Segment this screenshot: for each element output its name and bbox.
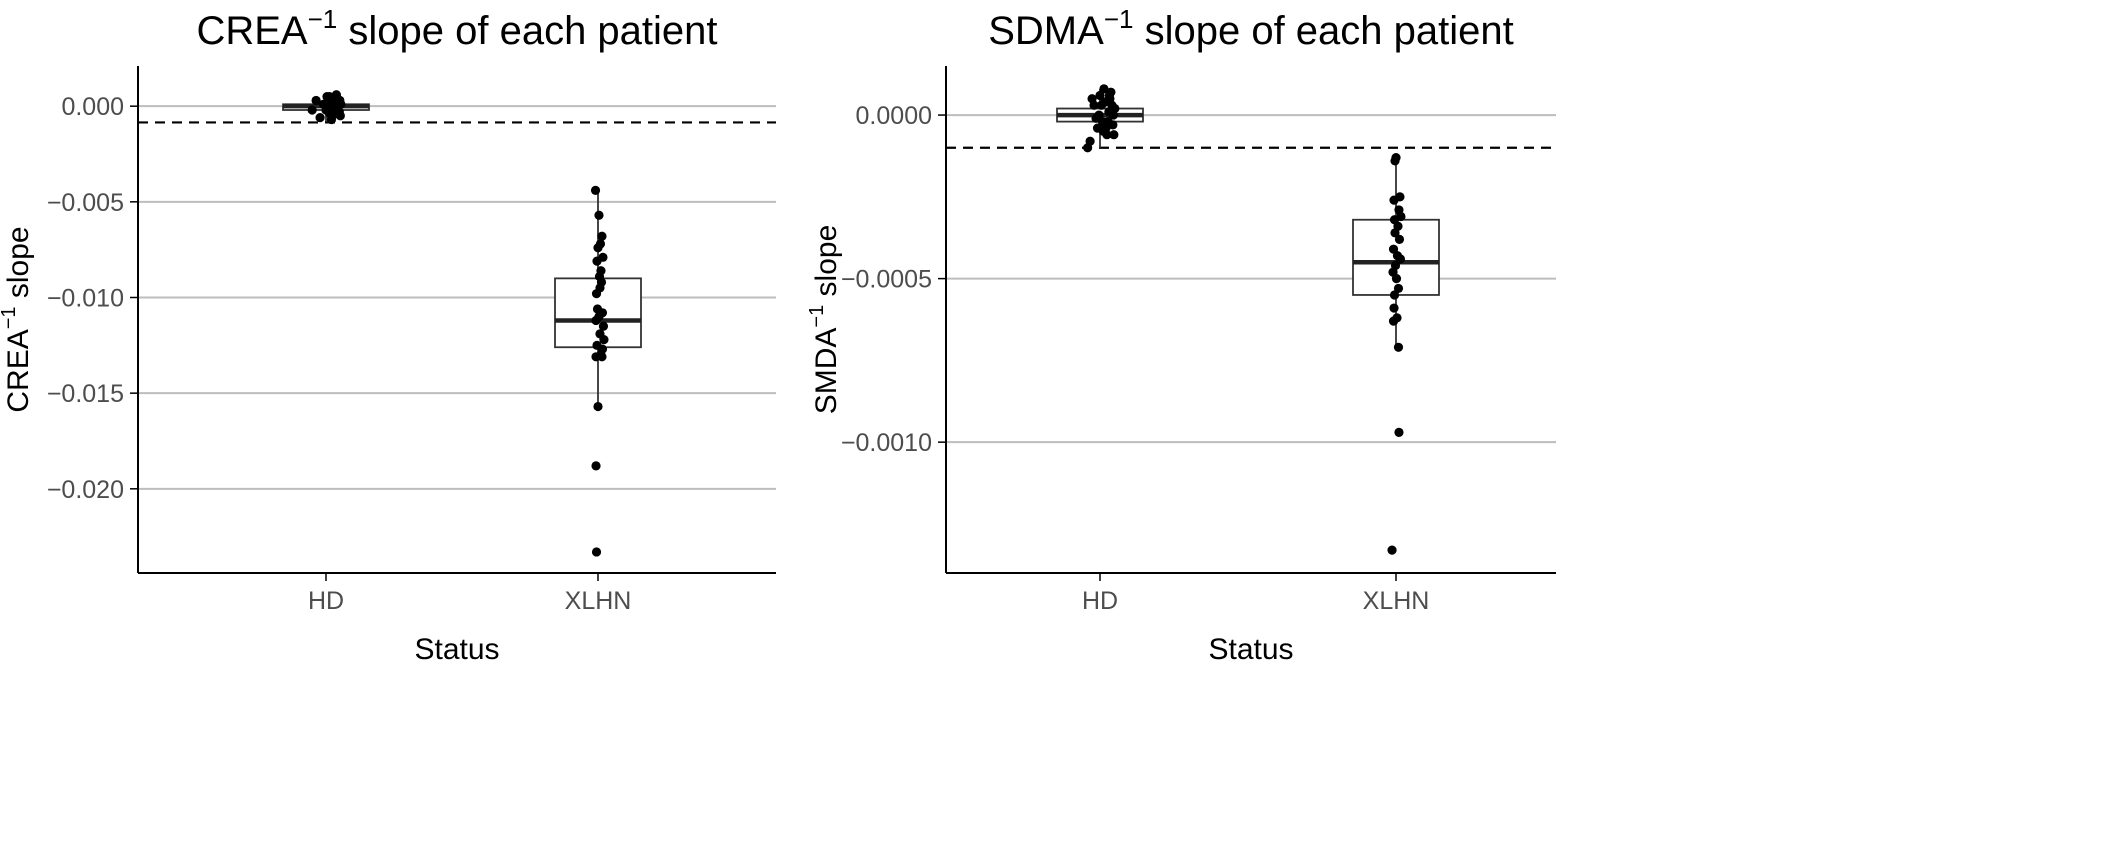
data-point bbox=[307, 105, 317, 115]
data-point bbox=[1099, 84, 1109, 94]
data-point bbox=[597, 231, 607, 241]
y-tick-label: −0.005 bbox=[47, 189, 124, 217]
data-point bbox=[591, 461, 601, 471]
y-tick-label: −0.020 bbox=[47, 476, 124, 504]
chart-panel-1: 0.000 −0.005 −0.010 −0.015 −0.020 HD XLHN CREA−… bbox=[0, 4, 776, 666]
data-point bbox=[315, 113, 325, 123]
data-point bbox=[593, 401, 603, 412]
data-point bbox=[1390, 228, 1400, 238]
x-tick-label: XLHN bbox=[1363, 587, 1430, 615]
y-tick-label: −0.0010 bbox=[841, 429, 932, 457]
data-point bbox=[1109, 130, 1119, 140]
data-point bbox=[597, 352, 607, 362]
data-point bbox=[1107, 100, 1117, 110]
data-point bbox=[311, 95, 321, 106]
data-point bbox=[599, 334, 609, 345]
data-point bbox=[1394, 427, 1404, 437]
data-point bbox=[1395, 254, 1406, 264]
data-point bbox=[335, 95, 345, 106]
data-point bbox=[591, 315, 601, 326]
y-tick-label: −0.0005 bbox=[841, 266, 932, 294]
data-point bbox=[1393, 342, 1404, 352]
data-point bbox=[1390, 156, 1400, 166]
y-tick-label: −0.015 bbox=[47, 380, 124, 408]
data-point bbox=[592, 256, 602, 266]
data-point bbox=[591, 289, 602, 299]
data-point bbox=[1104, 90, 1114, 101]
data-point bbox=[1389, 303, 1399, 313]
y-axis-title: SMDA−1 slope bbox=[806, 225, 843, 415]
chart-title: SDMA−1 slope of each patient bbox=[988, 4, 1514, 53]
data-point bbox=[1388, 316, 1399, 326]
chart-title: CREA−1 slope of each patient bbox=[196, 4, 717, 53]
data-point bbox=[1094, 110, 1104, 120]
data-point bbox=[1098, 126, 1109, 137]
data-point bbox=[329, 101, 340, 111]
data-point bbox=[1389, 290, 1400, 300]
data-point bbox=[1087, 94, 1097, 104]
y-tick-label: 0.000 bbox=[61, 93, 124, 121]
chart-panel-2: 0.0000 −0.0005 −0.0010 HD XLHN SDMA−1 slope o… bbox=[806, 4, 1556, 666]
x-tick-label: HD bbox=[1082, 587, 1118, 615]
data-point bbox=[1389, 195, 1399, 205]
data-point bbox=[590, 185, 601, 195]
y-tick-label: −0.010 bbox=[47, 284, 124, 312]
data-point bbox=[593, 243, 603, 253]
y-axis-title: CREA−1 slope bbox=[0, 226, 35, 412]
data-point bbox=[598, 321, 609, 331]
x-tick-label: HD bbox=[308, 587, 344, 615]
data-point bbox=[591, 547, 602, 557]
data-point bbox=[1391, 274, 1402, 284]
data-point bbox=[1394, 234, 1405, 244]
data-point bbox=[1108, 110, 1118, 120]
y-tick-label: 0.0000 bbox=[856, 102, 932, 130]
data-point bbox=[324, 92, 335, 102]
data-point bbox=[594, 210, 604, 220]
data-point bbox=[1103, 117, 1113, 127]
data-point bbox=[1096, 100, 1107, 110]
data-point bbox=[1387, 545, 1397, 555]
x-axis-title: Status bbox=[1208, 633, 1293, 666]
data-point bbox=[1083, 143, 1093, 153]
x-tick-label: XLHN bbox=[565, 587, 632, 615]
x-axis-title: Status bbox=[414, 633, 499, 666]
